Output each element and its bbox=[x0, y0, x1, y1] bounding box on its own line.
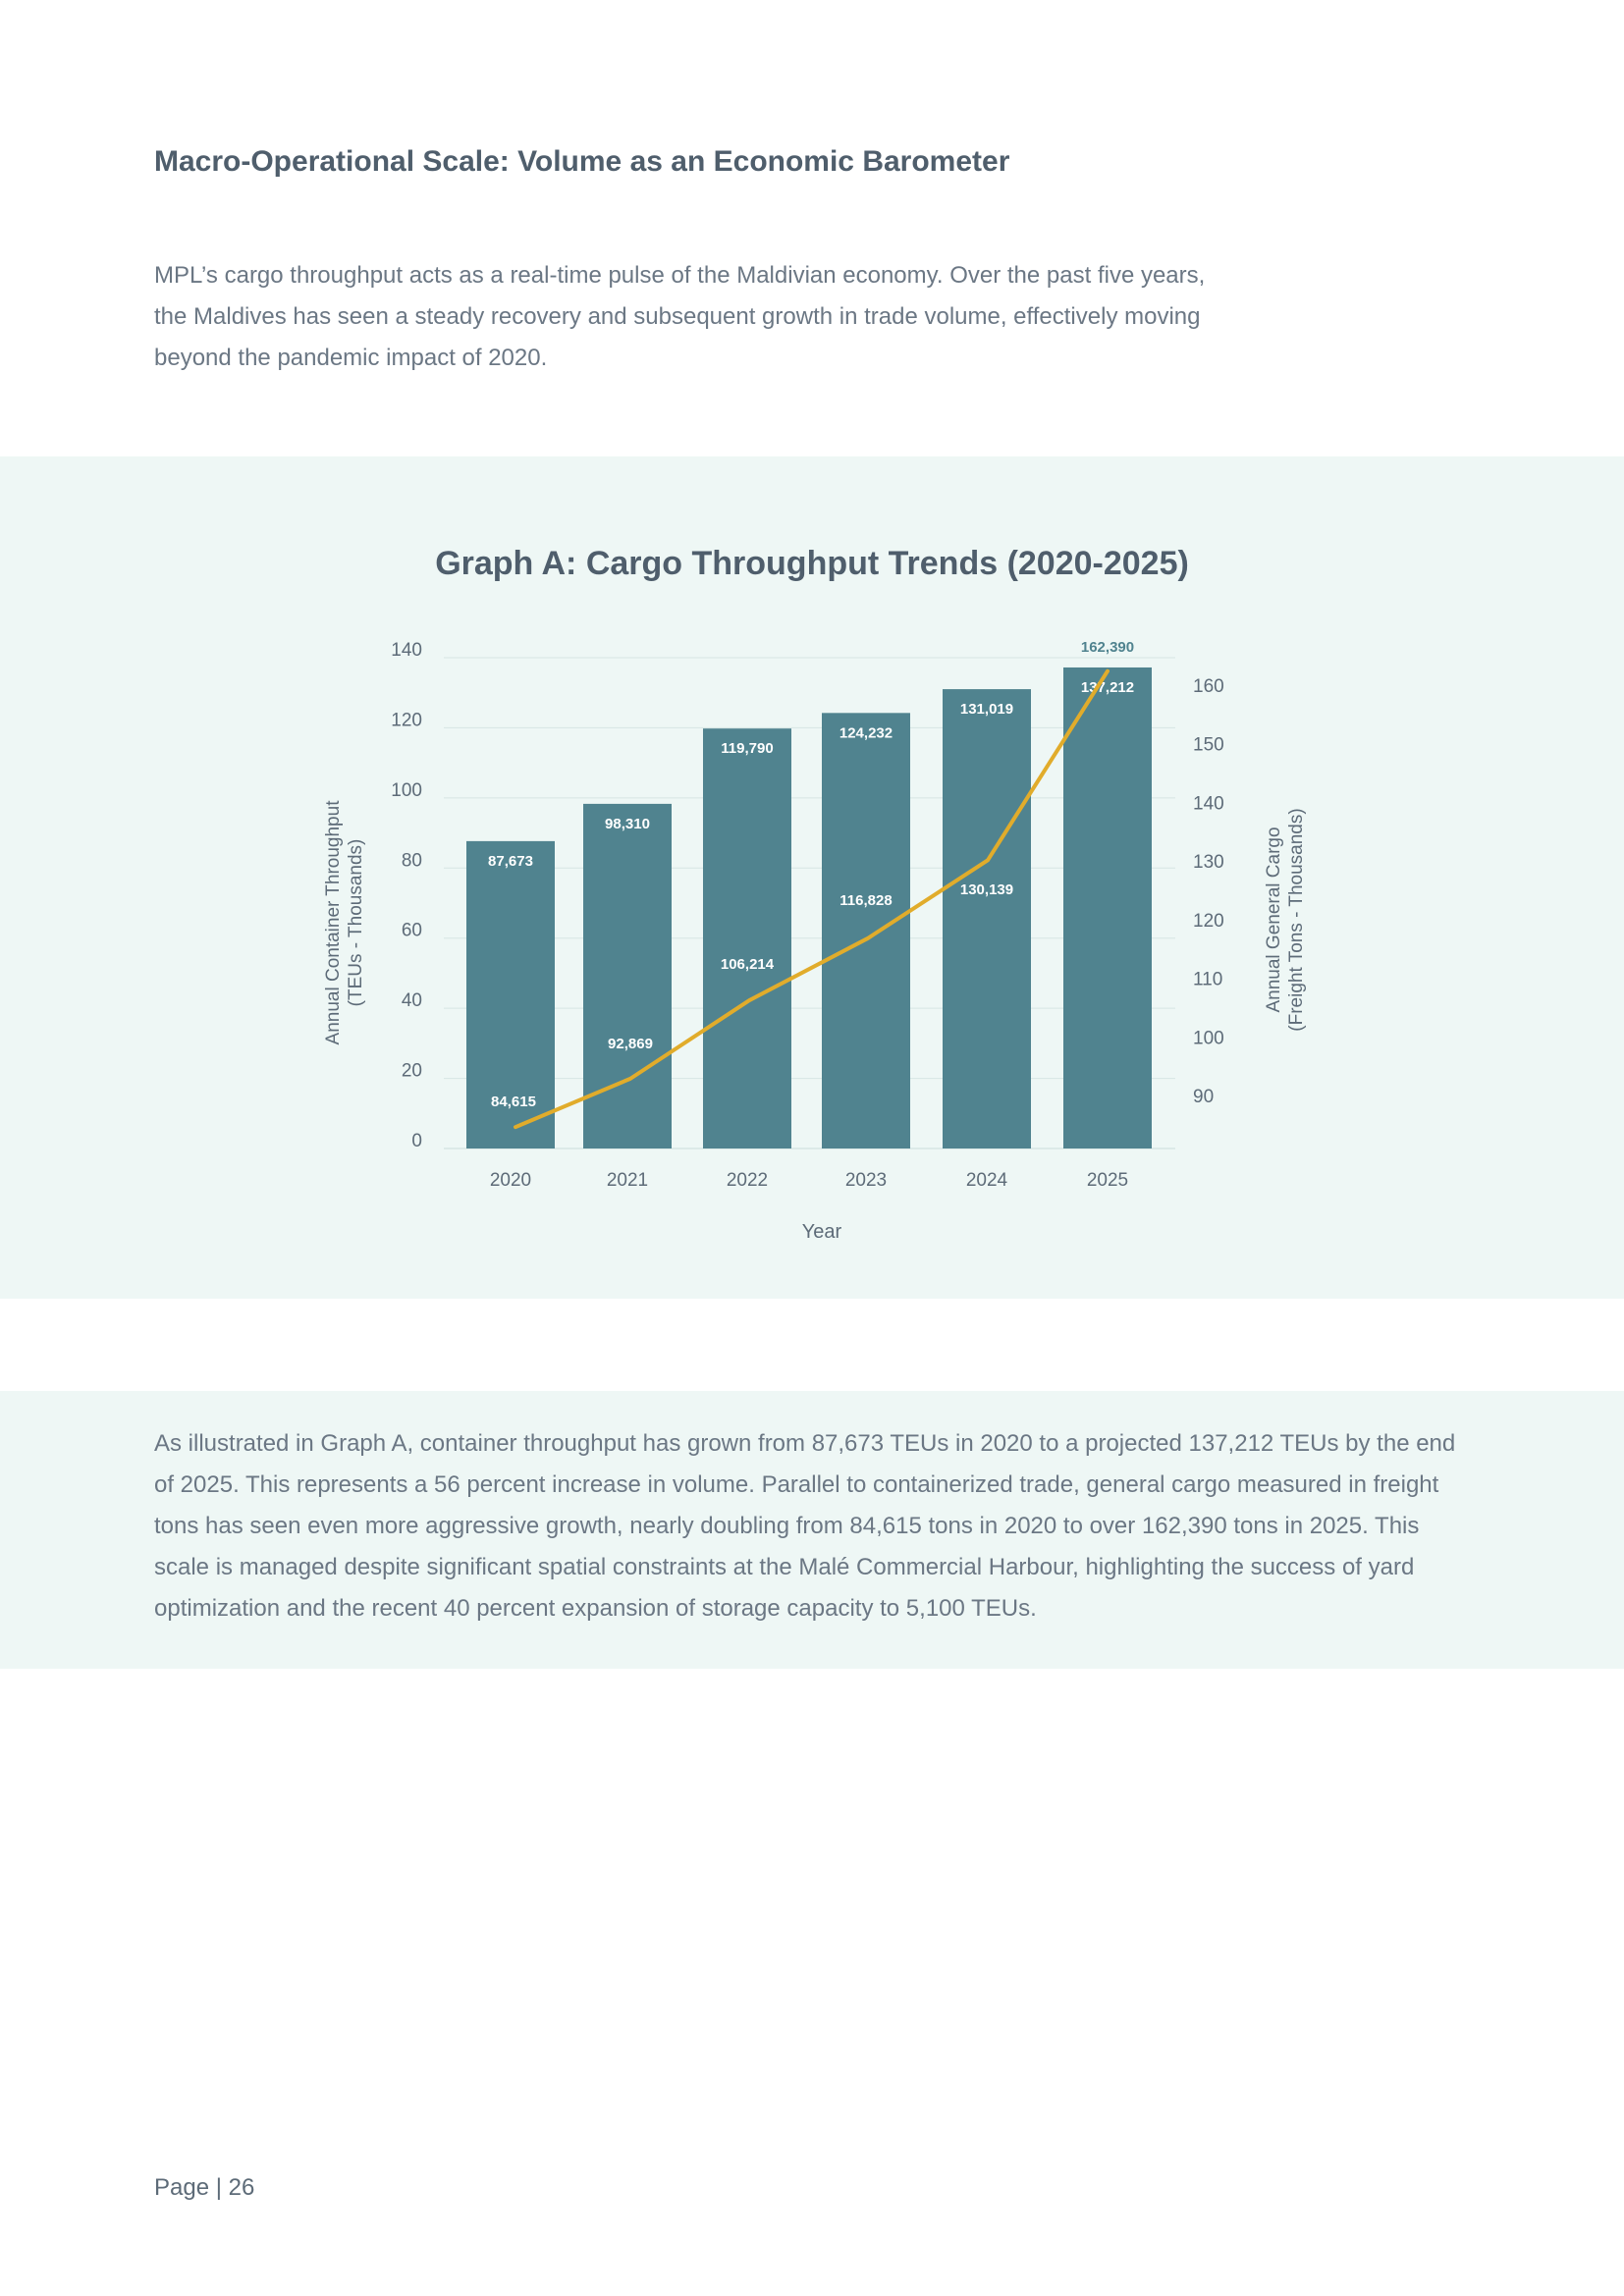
chart-title: Graph A: Cargo Throughput Trends (2020-2… bbox=[435, 545, 1189, 582]
bar-value-label: 137,212 bbox=[1081, 679, 1134, 696]
y-left-tick-label: 100 bbox=[391, 780, 422, 801]
line-value-label: 84,615 bbox=[491, 1094, 536, 1110]
y-left-tick-label: 120 bbox=[391, 710, 422, 730]
y-left-tick-label: 0 bbox=[411, 1131, 422, 1151]
intro-paragraph: MPL’s cargo throughput acts as a real-ti… bbox=[154, 262, 1206, 371]
chart-panel: Graph A: Cargo Throughput Trends (2020-2… bbox=[0, 456, 1624, 1299]
y-right-tick-label: 140 bbox=[1193, 793, 1224, 814]
y-right-axis-title: Annual General Cargo (Freight Tons - Thou… bbox=[1264, 808, 1307, 1031]
summary-panel: As illustrated in Graph A, container thr… bbox=[0, 1391, 1624, 1669]
bar-2020 bbox=[466, 840, 555, 1148]
y-right-tick-label: 90 bbox=[1193, 1087, 1214, 1107]
summary-paragraph: As illustrated in Graph A, container thr… bbox=[154, 1430, 1456, 1622]
bar-2024 bbox=[943, 689, 1031, 1148]
x-axis-title: Year bbox=[802, 1221, 842, 1243]
general-cargo-line bbox=[514, 668, 1110, 1130]
bar-value-label: 98,310 bbox=[605, 816, 650, 832]
y-right-tick-label: 130 bbox=[1193, 852, 1224, 873]
line-value-label: 130,139 bbox=[960, 881, 1013, 898]
bar-2021 bbox=[583, 803, 672, 1148]
x-tick-label: 2025 bbox=[1087, 1170, 1128, 1191]
x-tick-label: 2024 bbox=[966, 1170, 1008, 1191]
y-left-tick-label: 140 bbox=[391, 640, 422, 661]
line-value-label: 162,390 bbox=[1081, 639, 1134, 656]
section-heading: Macro-Operational Scale: Volume as an Ec… bbox=[154, 145, 1010, 178]
x-tick-label: 2022 bbox=[727, 1170, 768, 1191]
bar-2022 bbox=[703, 728, 791, 1148]
page-number: Page | 26 bbox=[154, 2174, 255, 2201]
y-left-tick-label: 40 bbox=[402, 990, 422, 1011]
y-left-tick-label: 80 bbox=[402, 850, 422, 871]
y-left-tick-label: 60 bbox=[402, 921, 422, 941]
line-value-label: 106,214 bbox=[721, 956, 775, 973]
bar-value-label: 131,019 bbox=[960, 701, 1013, 718]
line-value-label: 92,869 bbox=[608, 1036, 653, 1052]
y-left-tick-label: 20 bbox=[402, 1061, 422, 1082]
bar-value-label: 124,232 bbox=[839, 724, 893, 741]
x-tick-label: 2020 bbox=[490, 1170, 531, 1191]
line-value-label: 116,828 bbox=[839, 892, 892, 909]
y-left-axis-title: Annual Container Throughput (TEUs - Thous… bbox=[323, 800, 366, 1045]
y-right-tick-label: 120 bbox=[1193, 911, 1224, 932]
bar-value-label: 87,673 bbox=[488, 853, 533, 870]
bar-2025 bbox=[1063, 667, 1152, 1148]
y-right-tick-label: 110 bbox=[1193, 970, 1222, 990]
cargo-throughput-chart: Graph A: Cargo Throughput Trends (2020-2… bbox=[323, 545, 1307, 1243]
y-right-tick-label: 100 bbox=[1193, 1028, 1224, 1048]
bar-2023 bbox=[822, 713, 910, 1148]
x-tick-label: 2021 bbox=[607, 1170, 648, 1191]
y-right-tick-label: 150 bbox=[1193, 735, 1224, 756]
bar-value-label: 119,790 bbox=[721, 740, 773, 757]
x-tick-label: 2023 bbox=[845, 1170, 887, 1191]
y-right-tick-label: 160 bbox=[1193, 676, 1224, 697]
